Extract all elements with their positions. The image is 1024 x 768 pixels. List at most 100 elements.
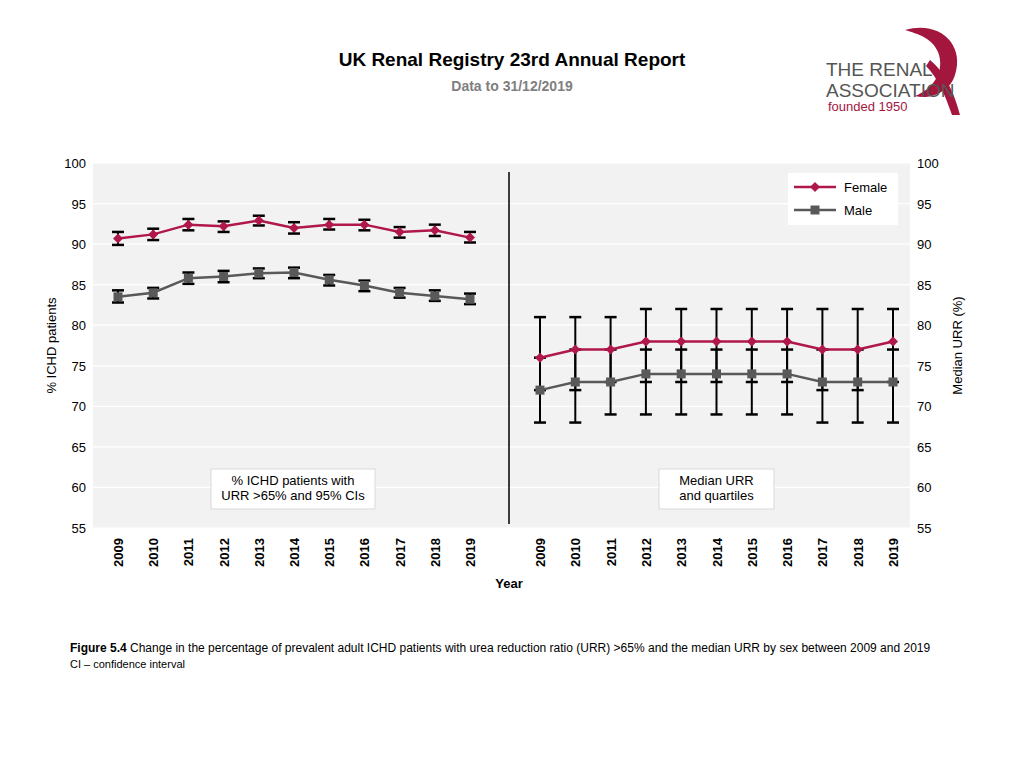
tick-label: 2019 — [886, 538, 901, 567]
tick-label: 90 — [917, 237, 931, 252]
marker — [606, 345, 616, 355]
marker — [325, 275, 334, 284]
error-bar — [218, 221, 230, 232]
error-bar — [323, 275, 335, 286]
annotation-box — [211, 469, 375, 509]
error-bar — [781, 309, 793, 382]
legend-marker — [811, 206, 820, 215]
grid-line — [93, 446, 509, 447]
marker — [184, 274, 193, 283]
marker — [570, 345, 580, 355]
plot-area — [112, 216, 476, 305]
error-bar — [182, 219, 194, 230]
error-bar — [711, 350, 723, 415]
error-bar — [852, 350, 864, 423]
marker — [360, 281, 369, 290]
marker — [853, 345, 863, 355]
divider — [508, 172, 510, 524]
tick-label: 2018 — [428, 538, 443, 567]
error-bar — [394, 227, 406, 238]
error-bar — [358, 281, 370, 292]
error-bar — [852, 309, 864, 390]
grid-line — [93, 325, 509, 326]
marker — [430, 292, 439, 301]
grid-line — [509, 527, 910, 528]
error-bar — [288, 268, 300, 279]
axis-title: % ICHD patients — [44, 297, 59, 394]
marker — [712, 336, 722, 346]
marker — [535, 353, 545, 363]
marker — [465, 233, 475, 243]
error-bar — [569, 317, 581, 390]
grid-line — [509, 446, 910, 447]
grid-line — [93, 162, 509, 163]
marker — [183, 220, 193, 230]
legend-label: Female — [844, 180, 887, 195]
legend-box — [788, 173, 898, 225]
plot-background — [93, 163, 910, 528]
marker — [254, 269, 263, 278]
tick-label: 90 — [72, 237, 86, 252]
marker — [853, 378, 862, 387]
tick-label: 2010 — [146, 538, 161, 567]
tick-label: 70 — [72, 399, 86, 414]
tick-label: 60 — [72, 480, 86, 495]
logo-text: THE RENAL — [826, 59, 933, 80]
tick-label: 2011 — [604, 538, 619, 566]
tick-label: 70 — [917, 399, 931, 414]
series-line — [118, 221, 470, 239]
marker — [395, 227, 405, 237]
annotation: Median URR — [679, 473, 753, 488]
plot-area — [534, 309, 899, 423]
tick-label: 2011 — [181, 538, 196, 566]
caption: Figure 5.4 Change in the percentage of p… — [70, 640, 970, 672]
marker — [571, 378, 580, 387]
annotation: URR >65% and 95% CIs — [221, 488, 365, 503]
tick-label: 65 — [72, 440, 86, 455]
tick-label: 2019 — [463, 538, 478, 567]
error-bar — [147, 229, 159, 240]
grid-line — [93, 203, 509, 204]
tick-label: 2017 — [815, 538, 830, 567]
marker — [466, 295, 475, 304]
tick-label: 2015 — [322, 538, 337, 567]
error-bar — [464, 294, 476, 305]
caption-text: Figure 5.4 Change in the percentage of p… — [70, 640, 970, 656]
error-bar — [534, 358, 546, 423]
marker — [289, 223, 299, 233]
grid-line — [509, 325, 910, 326]
grid-line — [509, 284, 910, 285]
error-bar — [112, 290, 124, 302]
error-bar — [816, 309, 828, 390]
grid-line — [93, 244, 509, 245]
marker — [395, 288, 404, 297]
marker — [113, 233, 123, 243]
grid-line — [509, 244, 910, 245]
grid-line — [509, 406, 910, 407]
error-bar — [112, 232, 124, 245]
tick-label: 2018 — [851, 538, 866, 567]
error-bar — [429, 225, 441, 236]
legend-marker — [810, 182, 820, 192]
tick-label: 2016 — [357, 538, 372, 567]
marker — [747, 369, 756, 378]
axis-title: Year — [495, 576, 522, 591]
marker — [782, 336, 792, 346]
tick-label: 2013 — [674, 538, 689, 567]
error-bar — [675, 350, 687, 415]
tick-label: 2009 — [533, 538, 548, 567]
error-bar — [711, 309, 723, 382]
marker — [606, 378, 615, 387]
tick-label: 2009 — [111, 538, 126, 567]
error-bar — [182, 273, 194, 284]
annotation-box — [659, 469, 774, 509]
error-bar — [288, 222, 300, 233]
legend: FemaleMale — [788, 173, 898, 225]
error-bar — [147, 288, 159, 299]
marker — [359, 220, 369, 230]
tick-label: 75 — [72, 359, 86, 374]
annotation: and quartiles — [679, 488, 754, 503]
subtitle: Data to 31/12/2019 — [451, 78, 573, 94]
marker — [889, 378, 898, 387]
marker — [290, 268, 299, 277]
